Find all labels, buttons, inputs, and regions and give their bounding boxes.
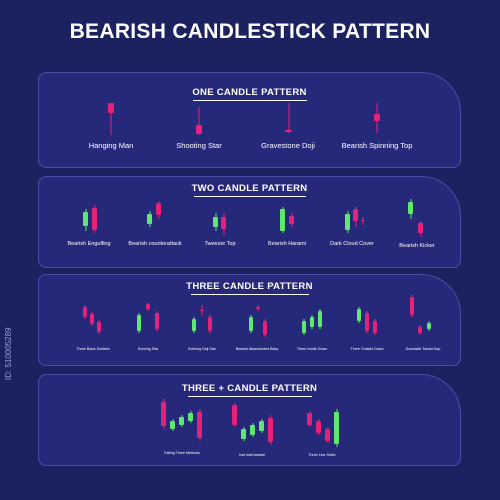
candle-darkcloud-2 [353, 207, 358, 227]
title-underline [191, 294, 309, 295]
candle-counterattack-2 [156, 201, 161, 219]
label-three-black-soldiers: Three Black Soldiers [76, 347, 110, 351]
panel-one-candle: ONE CANDLE PATTERN Hanging Man Shooting … [38, 72, 461, 168]
candle-dtg-3 [427, 321, 431, 331]
candle-ftm-4 [188, 411, 193, 423]
candle-tls-2 [316, 419, 321, 435]
label-bearish-engulfing: Bearish Engulfing [67, 241, 111, 247]
candle-tid-1 [302, 319, 306, 335]
label-evening-doji-star: Evening Doji Star [188, 347, 216, 351]
title-underline [194, 196, 306, 197]
candle-mhb-4 [259, 419, 264, 433]
candle-bab-2 [256, 305, 260, 311]
panel-title: TWO CANDLE PATTERN [191, 183, 308, 194]
candle-dtg-2 [418, 325, 422, 335]
candle-ftm-2 [170, 419, 175, 431]
candle-ftm-5 [197, 409, 202, 441]
candle-tbs-2 [90, 312, 94, 326]
candle-kicker-1 [408, 199, 413, 219]
label-tweezer-top: Tweezer Top [204, 241, 236, 247]
panel-three-candle: THREE CANDLE PATTERN Three Black Soldier… [38, 274, 461, 366]
panel-title: THREE + CANDLE PATTERN [181, 383, 318, 394]
candle-dtg-1 [410, 295, 414, 317]
candle-bab-3 [263, 319, 267, 337]
candle-shooting-star [196, 107, 202, 135]
label-evening-star: Evening Star [137, 347, 159, 351]
panel-title: ONE CANDLE PATTERN [192, 87, 307, 98]
candle-tbs-1 [83, 305, 87, 319]
candle-kicker-2 [418, 221, 423, 237]
candle-tid-2 [310, 315, 314, 329]
candle-es-1 [137, 313, 141, 333]
candle-engulfing-1 [83, 209, 88, 231]
label-bearish-abandoned-baby: Bearish Abandonded Baby [235, 347, 279, 351]
candle-counterattack-1 [147, 211, 152, 227]
page-title: BEARISH CANDLESTICK PATTERN [69, 20, 431, 43]
label-bearish-harami: Bearish Harami [268, 241, 306, 247]
candle-mhb-2 [241, 427, 246, 441]
candle-bab-1 [249, 315, 253, 333]
candle-harami-1 [280, 207, 285, 233]
candle-darkcloud-3 [361, 217, 364, 225]
candle-spinning-top [374, 103, 380, 133]
candle-eds-2 [200, 305, 204, 315]
candle-tid-3 [318, 309, 322, 329]
candle-darkcloud-1 [345, 211, 350, 233]
candle-mhb-3 [250, 423, 255, 437]
label-gravestone-doji: Gravestone Doji [261, 141, 315, 150]
candle-es-2 [146, 303, 150, 311]
candle-eds-3 [208, 315, 212, 333]
candle-tbs-3 [97, 320, 101, 334]
candle-tweezer-2 [221, 213, 226, 235]
label-dark-cloud-cover: Dark Cloud Cover [330, 241, 374, 247]
panel-two-candle: TWO CANDLE PATTERN Bearish Engulfing Bea… [38, 176, 461, 268]
label-bearish-kicker: Bearish Kicker [399, 243, 435, 249]
candle-gravestone-doji [285, 103, 292, 133]
candle-tls-3 [325, 427, 330, 443]
label-hanging-man: Hanging Man [88, 141, 134, 150]
candle-tls-4 [334, 409, 339, 447]
candle-mhb-5 [268, 415, 273, 445]
label-mat-hold-bearish: mat hold bearish [238, 453, 266, 457]
candle-eds-1 [192, 317, 196, 333]
candle-tod-3 [373, 319, 377, 335]
candle-ftm-3 [179, 415, 184, 427]
candle-mhb-1 [232, 403, 237, 427]
candle-es-3 [155, 311, 159, 331]
candle-harami-2 [289, 213, 294, 227]
label-falling-three-methods: Falling Three Methods [164, 451, 200, 455]
label-shooting-star: Shooting Star [176, 141, 222, 150]
candle-tod-2 [365, 311, 369, 333]
title-underline [193, 100, 307, 101]
candle-ftm-1 [161, 399, 166, 429]
label-three-line-strike: Three Line Strike [308, 453, 336, 457]
label-spinning-top: Bearish Spinning Top [341, 141, 413, 150]
panel-title: THREE CANDLE PATTERN [186, 281, 313, 292]
label-downside-tasuki-gap: Downside Tasuki Gap [405, 347, 441, 351]
title-underline [188, 396, 312, 397]
candle-tod-1 [357, 307, 361, 323]
label-three-outside-down: Three Outside Down [350, 347, 384, 351]
candle-hanging-man [108, 103, 114, 135]
panel-three-plus-candle: THREE + CANDLE PATTERN Falling Three Met… [38, 374, 461, 466]
label-three-inside-down: Three Inside Down [296, 347, 328, 351]
candle-engulfing-2 [92, 205, 97, 233]
label-bearish-counterattack: Bearish counterattack [128, 241, 182, 247]
stock-id-text: ID: 510005289 [4, 327, 13, 381]
candle-tweezer-1 [213, 213, 218, 231]
candle-tls-1 [307, 411, 312, 427]
